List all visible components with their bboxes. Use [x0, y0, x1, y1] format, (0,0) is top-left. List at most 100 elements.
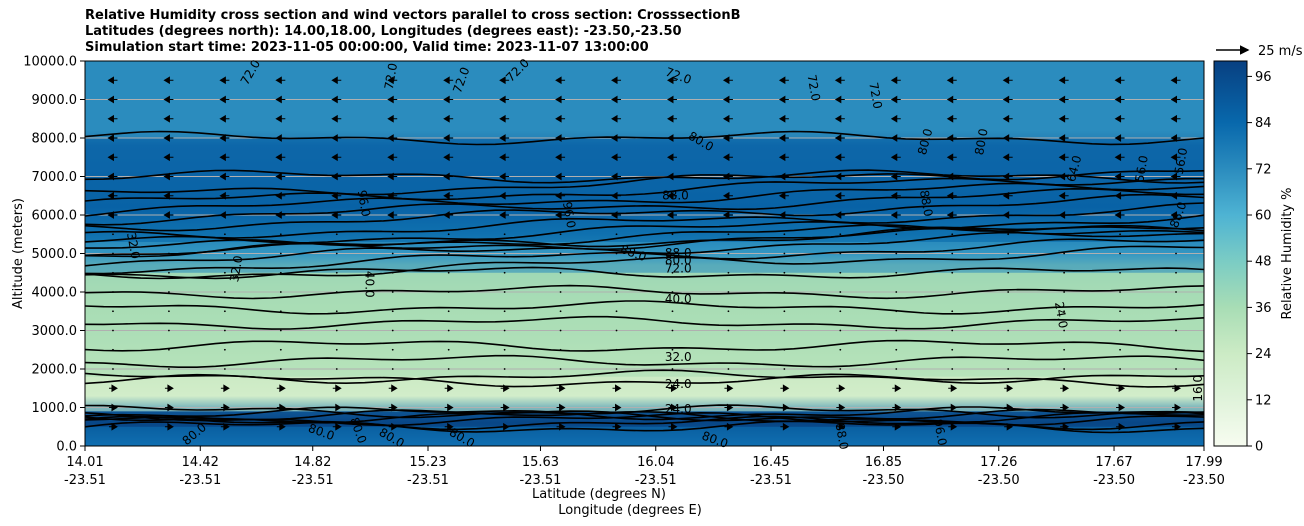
wind-vector [503, 348, 506, 351]
wind-vector [668, 384, 678, 393]
contour-label: 72.0 [804, 73, 822, 102]
wind-vector [890, 114, 901, 123]
wind-vector [335, 271, 338, 274]
wind-vector [890, 172, 901, 181]
contour-line [84, 130, 1205, 146]
contour-label: 56.0 [1132, 154, 1150, 183]
wind-vector [727, 310, 730, 313]
wind-vector [890, 76, 901, 85]
wind-vector [611, 114, 622, 123]
wind-vector [1002, 76, 1013, 85]
wind-vector [951, 329, 954, 332]
wind-vector [499, 134, 510, 142]
wind-vector [447, 329, 450, 332]
wind-vector [387, 95, 398, 104]
y-tick-label: 7000.0 [32, 170, 78, 185]
wind-vector [671, 291, 674, 293]
wind-vector [443, 95, 454, 104]
wind-vector [1116, 384, 1126, 393]
contour-label: 24.0 [665, 402, 692, 416]
wind-vector [1175, 329, 1177, 332]
wind-vector [107, 95, 118, 104]
wind-vector [387, 76, 398, 85]
wind-vector [946, 153, 957, 162]
wind-vector [387, 172, 398, 181]
wind-vector [503, 252, 506, 255]
chart-title-line-3: Simulation start time: 2023-11-05 00:00:… [85, 40, 649, 55]
wind-vector [168, 233, 170, 236]
wind-vector [892, 384, 902, 393]
contour-label: 56.0 [1172, 147, 1190, 176]
wind-vector [667, 76, 677, 85]
wind-vector [946, 134, 957, 142]
wind-vector [615, 310, 618, 313]
wind-vector [946, 191, 957, 200]
wind-vector [727, 348, 730, 351]
wind-vector [388, 403, 398, 412]
contour-label: 72.0 [382, 62, 400, 91]
wind-vector [275, 211, 286, 219]
wind-vector [783, 233, 786, 236]
y-axis-ticks: 0.0 1000.0 2000.0 3000.0 4000.0 5000.0 6000.0 7… [23, 55, 85, 455]
wind-vector [890, 153, 901, 162]
x-tick-label-lat: 17.67 [1095, 455, 1132, 470]
wind-vector [1060, 422, 1070, 431]
wind-vector [1007, 291, 1010, 293]
wind-vector [1058, 153, 1069, 162]
wind-vector [839, 233, 842, 236]
wind-vector [951, 233, 954, 236]
wind-vector [332, 422, 342, 431]
wind-vector [727, 291, 730, 293]
wind-vector [1060, 403, 1070, 412]
wind-vector [1007, 310, 1010, 313]
wind-vector [892, 403, 902, 412]
wind-vector [559, 233, 562, 236]
wind-vector [219, 172, 230, 181]
contour-line [84, 315, 1205, 330]
wind-vector [503, 368, 506, 370]
wind-vector [1114, 76, 1125, 85]
wind-vector [611, 134, 622, 142]
wind-vector [163, 76, 174, 85]
wind-vector [444, 403, 454, 412]
wind-vector [555, 172, 566, 181]
wind-vector [335, 252, 338, 255]
wind-vector [279, 329, 282, 332]
wind-vector [391, 252, 394, 255]
wind-vector [387, 191, 398, 200]
wind-vector [615, 233, 618, 236]
wind-vector [668, 403, 678, 412]
wind-vector [722, 76, 733, 85]
wind-vector [331, 191, 342, 200]
wind-vector [112, 252, 114, 255]
wind-vector [219, 114, 230, 123]
wind-vector [107, 153, 118, 162]
contour-label: 88.0 [833, 422, 851, 451]
wind-vector [219, 153, 230, 162]
wind-vector [335, 368, 338, 370]
rh-layer-band [85, 176, 1204, 242]
wind-vector [443, 114, 454, 123]
wind-vector [783, 252, 786, 255]
wind-vector [611, 191, 622, 200]
wind-vector [1058, 172, 1069, 181]
wind-vector [946, 76, 957, 85]
wind-vector [778, 134, 789, 142]
wind-vector [946, 211, 957, 219]
wind-vector [1175, 310, 1177, 313]
contour-line [84, 170, 1205, 196]
wind-vector [1058, 114, 1069, 123]
wind-vector [1170, 95, 1181, 104]
y-tick-label: 5000.0 [32, 247, 78, 262]
wind-vector [1002, 114, 1013, 123]
wind-vector [444, 422, 454, 431]
wind-vector [112, 329, 114, 332]
wind-vector [1119, 252, 1121, 255]
wind-vector [727, 329, 730, 332]
wind-vector [112, 233, 114, 236]
wind-vector [331, 114, 342, 123]
y-tick-label: 10000.0 [23, 55, 77, 70]
wind-vector [1063, 291, 1066, 293]
wind-vector [503, 233, 506, 236]
y-tick-label: 3000.0 [32, 324, 78, 339]
